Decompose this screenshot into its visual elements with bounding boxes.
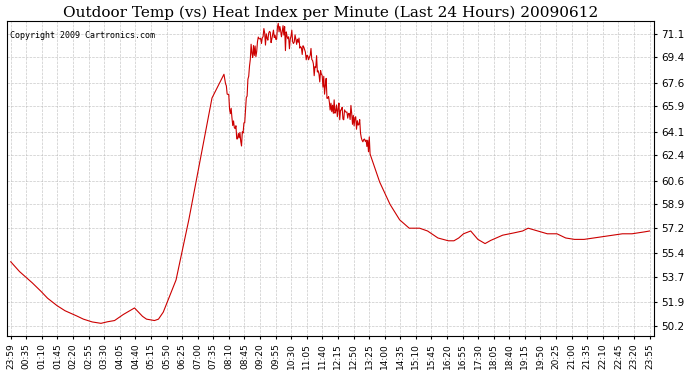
- Text: Copyright 2009 Cartronics.com: Copyright 2009 Cartronics.com: [10, 30, 155, 39]
- Title: Outdoor Temp (vs) Heat Index per Minute (Last 24 Hours) 20090612: Outdoor Temp (vs) Heat Index per Minute …: [63, 6, 598, 20]
